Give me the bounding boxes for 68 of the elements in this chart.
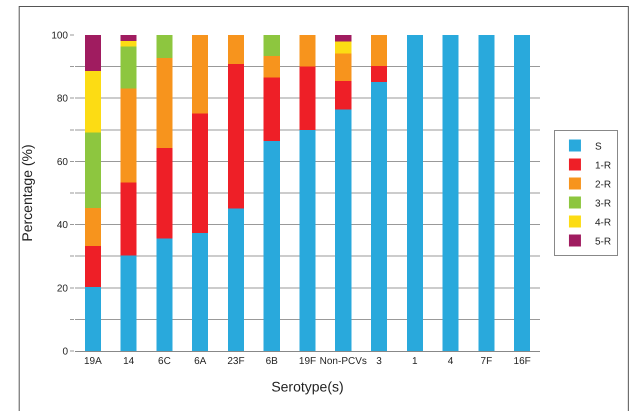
y-tick-label: 0 <box>62 346 68 358</box>
x-tick-label: 4 <box>448 356 454 367</box>
x-tick-label: Non-PCVs <box>320 356 367 367</box>
x-tick-label: 3 <box>376 356 382 367</box>
x-tick-label: 16F <box>514 356 531 367</box>
bar <box>264 35 280 56</box>
bar <box>442 35 459 351</box>
bar <box>84 246 101 287</box>
legend-label: 3-R <box>594 198 612 210</box>
bar <box>84 35 101 72</box>
bar <box>192 35 208 114</box>
x-tick-label: 19A <box>84 356 102 367</box>
y-tick-label: 80 <box>56 94 68 105</box>
bar <box>370 35 388 66</box>
bar <box>335 54 352 81</box>
bar <box>370 66 388 82</box>
x-tick-label: 1 <box>412 356 418 367</box>
bar <box>335 110 352 351</box>
bar <box>299 130 316 351</box>
legend-label: 1-R <box>594 160 612 172</box>
legend-label: 4-R <box>594 217 612 228</box>
bar <box>84 208 101 246</box>
bar <box>84 286 101 351</box>
bar <box>228 64 244 208</box>
bar <box>228 208 244 351</box>
bar <box>406 35 423 351</box>
bar <box>264 56 280 78</box>
bar <box>228 35 244 64</box>
bar <box>335 80 352 110</box>
bar <box>156 58 172 148</box>
bar <box>192 233 208 351</box>
legend-label: 5-R <box>594 236 612 248</box>
x-tick-label: 6A <box>194 356 207 367</box>
bar <box>156 148 172 238</box>
bar <box>264 77 280 141</box>
x-tick-label: 14 <box>123 356 135 367</box>
legend-label: 2-R <box>594 179 612 190</box>
bar <box>156 238 172 351</box>
bar <box>370 82 388 351</box>
bar <box>335 42 352 54</box>
x-tick-label: 7F <box>480 356 492 367</box>
x-tick-label: 6B <box>266 356 278 367</box>
y-tick-label: 40 <box>56 220 68 232</box>
bar <box>120 35 137 41</box>
bar <box>84 71 101 132</box>
x-axis-title: Serotype(s) <box>271 378 344 394</box>
x-tick-label: 23F <box>227 356 245 367</box>
bar <box>120 41 137 47</box>
bar <box>299 35 316 66</box>
bar <box>84 132 101 208</box>
bar <box>478 35 494 351</box>
bar <box>120 46 137 88</box>
bar <box>335 35 352 42</box>
x-tick-label: 19F <box>298 356 316 367</box>
y-axis-title: Percentage (%) <box>18 144 35 242</box>
x-tick-label: 6C <box>158 356 171 367</box>
y-tick-label: 60 <box>56 156 68 168</box>
y-tick-label: 20 <box>56 283 68 294</box>
bar <box>156 35 172 58</box>
bar <box>192 114 208 234</box>
legend-label: S <box>594 141 602 152</box>
bar <box>264 140 280 351</box>
bar <box>120 182 137 256</box>
y-tick-label: 100 <box>51 30 68 42</box>
bar <box>299 66 316 130</box>
bar <box>120 256 137 351</box>
bar <box>514 35 530 351</box>
bar <box>120 88 137 182</box>
